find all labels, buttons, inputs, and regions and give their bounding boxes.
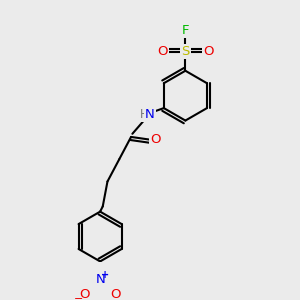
Text: O: O (79, 289, 90, 300)
Text: O: O (111, 289, 121, 300)
Text: O: O (203, 45, 213, 58)
Text: N: N (95, 273, 105, 286)
Text: N: N (145, 108, 155, 121)
Text: −: − (74, 294, 83, 300)
Text: O: O (150, 133, 160, 146)
Text: H: H (140, 108, 148, 121)
Text: F: F (182, 24, 189, 38)
Text: O: O (157, 45, 168, 58)
Text: +: + (101, 270, 109, 280)
Text: S: S (181, 45, 190, 58)
